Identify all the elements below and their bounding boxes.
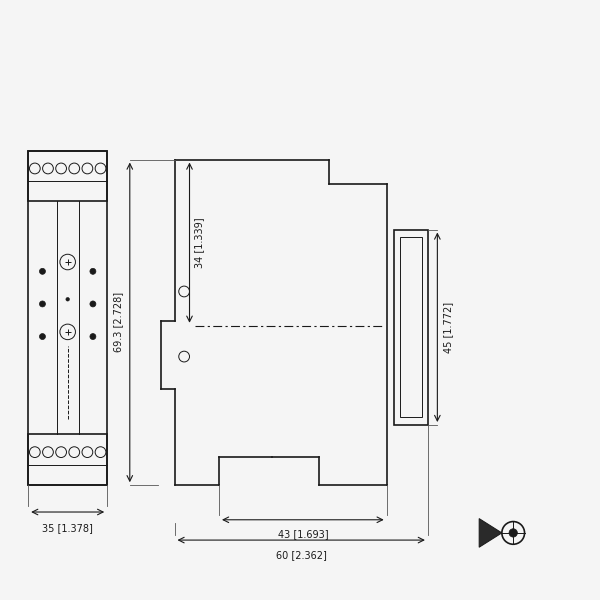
Text: 35 [1.378]: 35 [1.378]	[42, 523, 93, 533]
Bar	[28, 151, 107, 202]
Bar	[28, 151, 107, 485]
Circle shape	[40, 301, 46, 307]
Circle shape	[40, 268, 46, 274]
Bar	[400, 238, 422, 417]
Circle shape	[90, 268, 96, 274]
Text: 69.3 [2.728]: 69.3 [2.728]	[113, 292, 122, 352]
Bar	[28, 434, 107, 485]
Text: 34 [1.339]: 34 [1.339]	[194, 217, 203, 268]
Polygon shape	[479, 518, 502, 547]
Circle shape	[509, 529, 517, 537]
Circle shape	[66, 298, 70, 301]
Text: 43 [1.693]: 43 [1.693]	[278, 529, 328, 539]
Circle shape	[40, 334, 46, 340]
Text: 60 [2.362]: 60 [2.362]	[276, 550, 326, 560]
Circle shape	[90, 301, 96, 307]
Bar	[394, 230, 428, 425]
Text: 45 [1.772]: 45 [1.772]	[443, 302, 454, 353]
Circle shape	[90, 334, 96, 340]
